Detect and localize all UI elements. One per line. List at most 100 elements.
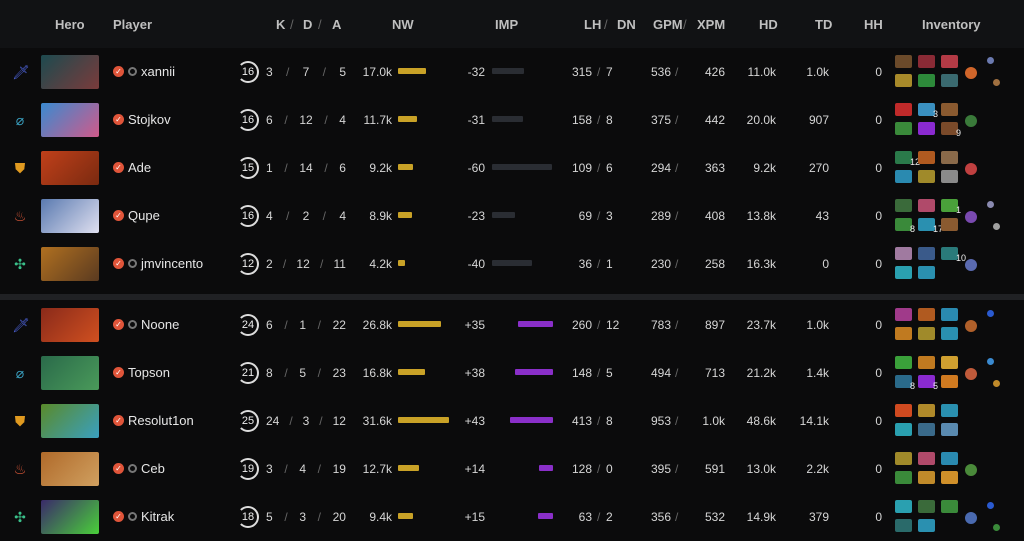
col-dn[interactable]: DN [617,17,636,32]
item-icon[interactable] [941,55,958,68]
backpack-item-icon[interactable] [987,310,994,317]
col-nw[interactable]: NW [392,17,414,32]
hero-portrait[interactable] [41,452,99,486]
player-cell[interactable]: ✓ Resolut1on [113,413,194,428]
neutral-item-icon[interactable] [965,67,977,79]
item-icon[interactable] [918,122,935,135]
col-xpm[interactable]: XPM [697,17,726,32]
item-icon[interactable] [895,247,912,260]
backpack-item-icon[interactable] [987,358,994,365]
item-icon[interactable] [895,266,912,279]
player-row[interactable]: ⛊ ✓ Resolut1on 25 24 / 3 / 12 31.6k +43 413 /… [0,397,1024,445]
player-name[interactable]: Topson [128,365,170,380]
item-icon[interactable] [941,423,958,436]
item-icon[interactable] [941,218,958,231]
col-lh[interactable]: LH [584,17,602,32]
item-icon[interactable] [941,404,958,417]
item-icon[interactable] [918,170,935,183]
item-icon[interactable] [941,356,958,369]
item-icon[interactable] [895,74,912,87]
item-icon[interactable] [918,375,935,388]
neutral-item-icon[interactable] [965,259,977,271]
hero-portrait[interactable] [41,404,99,438]
item-icon[interactable] [918,103,935,116]
backpack-item-icon[interactable] [993,524,1000,531]
item-icon[interactable] [918,308,935,321]
backpack-item-icon[interactable] [987,502,994,509]
neutral-item-icon[interactable] [965,320,977,332]
item-icon[interactable] [895,375,912,388]
player-name[interactable]: Resolut1on [128,413,194,428]
item-icon[interactable] [941,151,958,164]
item-icon[interactable] [918,500,935,513]
hero-portrait[interactable] [41,103,99,137]
player-name[interactable]: xannii [141,64,175,79]
hero-portrait[interactable] [41,356,99,390]
player-cell[interactable]: ✓ Qupe [113,208,160,223]
item-icon[interactable] [918,218,935,231]
item-icon[interactable] [941,122,958,135]
hero-portrait[interactable] [41,500,99,534]
item-icon[interactable] [918,74,935,87]
item-icon[interactable] [918,356,935,369]
item-icon[interactable] [918,151,935,164]
col-player[interactable]: Player [113,17,153,32]
item-icon[interactable] [918,404,935,417]
item-icon[interactable] [895,404,912,417]
player-cell[interactable]: ✓ Kitrak [113,509,174,524]
item-icon[interactable] [918,423,935,436]
player-cell[interactable]: ✓ Topson [113,365,170,380]
player-name[interactable]: jmvincento [141,256,204,271]
item-icon[interactable] [941,247,958,260]
item-icon[interactable] [918,247,935,260]
player-name[interactable]: Ade [128,160,152,175]
neutral-item-icon[interactable] [965,163,977,175]
item-icon[interactable] [941,471,958,484]
player-name[interactable]: Stojkov [128,112,171,127]
player-name[interactable]: Noone [141,317,180,332]
neutral-item-icon[interactable] [965,115,977,127]
hero-portrait[interactable] [41,55,99,89]
item-icon[interactable] [918,471,935,484]
item-icon[interactable] [941,170,958,183]
backpack-item-icon[interactable] [987,201,994,208]
item-icon[interactable] [895,471,912,484]
item-icon[interactable] [895,151,912,164]
item-icon[interactable] [941,327,958,340]
neutral-item-icon[interactable] [965,512,977,524]
backpack-item-icon[interactable] [993,223,1000,230]
item-icon[interactable] [895,122,912,135]
col-hero[interactable]: Hero [55,17,85,32]
player-name[interactable]: Qupe [128,208,160,223]
player-cell[interactable]: ✓ xannii [113,64,175,79]
item-icon[interactable] [918,199,935,212]
player-row[interactable]: ⌀ ✓ Topson 21 8 / 5 / 23 16.8k +38 148 / 5 49… [0,349,1024,397]
item-icon[interactable] [941,74,958,87]
neutral-item-icon[interactable] [965,368,977,380]
col-a[interactable]: A [332,17,342,32]
item-icon[interactable] [895,170,912,183]
item-icon[interactable] [918,55,935,68]
item-icon[interactable] [895,356,912,369]
player-cell[interactable]: ✓ Stojkov [113,112,171,127]
item-icon[interactable] [941,103,958,116]
item-icon[interactable] [941,452,958,465]
col-k[interactable]: K [276,17,286,32]
player-row[interactable]: ♨ ✓ Qupe 16 4 / 2 / 4 8.9k -23 69 / 3 289 / 4… [0,192,1024,240]
item-icon[interactable] [895,55,912,68]
backpack-item-icon[interactable] [993,380,1000,387]
backpack-item-icon[interactable] [993,79,1000,86]
player-row[interactable]: ✣ ✓ Kitrak 18 5/3/20 9.4k +15 63 / 2 356 … [0,493,1024,541]
item-icon[interactable] [895,452,912,465]
player-row[interactable]: ⌀ ✓ Stojkov 16 6 / 12 / 4 11.7k -31 158 / 8 3… [0,96,1024,144]
col-hh[interactable]: HH [864,17,883,32]
backpack-item-icon[interactable] [987,57,994,64]
neutral-item-icon[interactable] [965,464,977,476]
player-cell[interactable]: ✓ jmvincento [113,256,203,271]
player-row[interactable]: 🗡 ✓ xannii 16 3 / 7 / 5 17.0k -32 315 / 7 536… [0,48,1024,96]
player-row[interactable]: ✣ ✓ jmvincento 12 2 / 12 / 11 4.2k -40 36 / 1… [0,240,1024,288]
item-icon[interactable] [895,308,912,321]
player-row[interactable]: ♨ ✓ Ceb 19 3 / 4 / 19 12.7k +14 128 / 0 395 /… [0,445,1024,493]
item-icon[interactable] [895,103,912,116]
player-cell[interactable]: ✓ Ceb [113,461,165,476]
